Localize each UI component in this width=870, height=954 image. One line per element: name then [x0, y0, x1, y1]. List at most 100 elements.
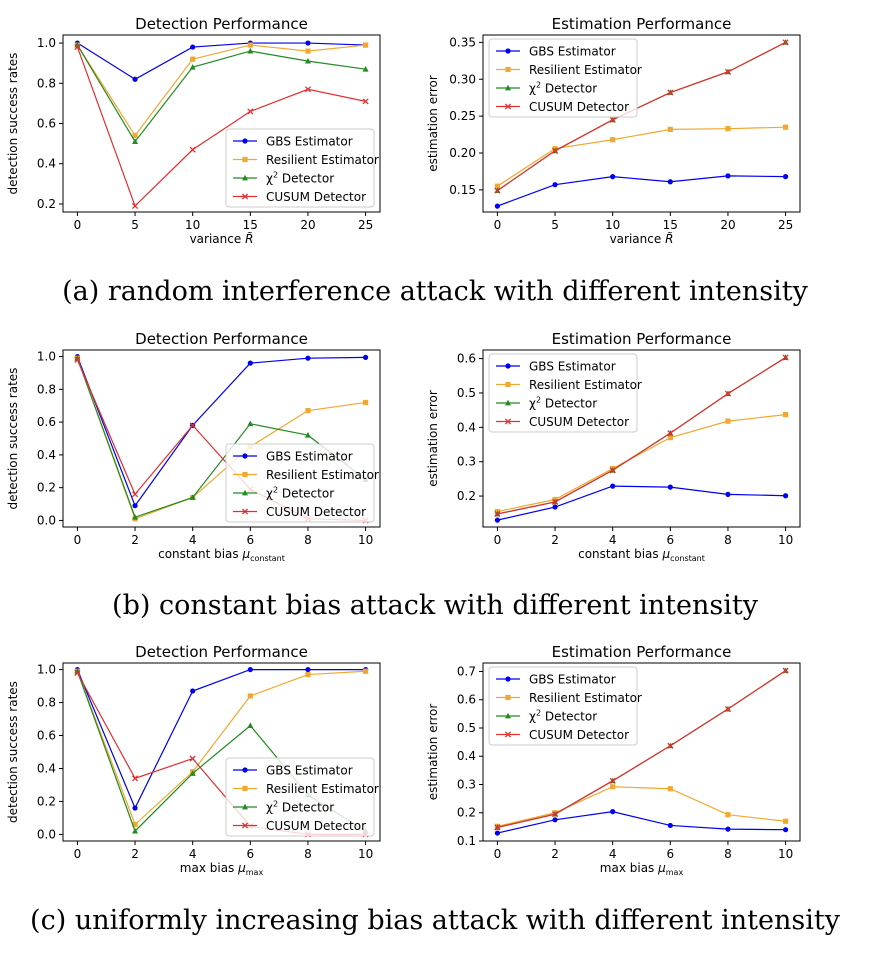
chart-title: Detection Performance: [135, 330, 308, 348]
y-tick-label: 0.6: [457, 693, 476, 707]
data-point: [782, 124, 789, 130]
data-point: [131, 202, 139, 210]
data-point: [610, 784, 616, 790]
x-tick-label: 4: [609, 533, 617, 547]
data-point: [132, 513, 139, 520]
y-tick-label: 1.0: [37, 36, 56, 50]
data-point: [667, 89, 674, 96]
data-point: [667, 742, 674, 749]
legend-entry: CUSUM Detector: [529, 728, 629, 742]
x-tick-label: 6: [246, 533, 254, 547]
legend-marker: [505, 84, 511, 91]
legend-marker: [241, 822, 249, 829]
x-tick-label: 20: [720, 218, 735, 232]
x-tick-label: 8: [724, 847, 732, 861]
series-line: [497, 126, 786, 187]
y-tick-label: 0.0: [37, 513, 56, 527]
y-tick-label: 0.4: [37, 761, 56, 775]
y-tick-label: 0.6: [37, 415, 56, 429]
series-gbs-estimator: [494, 809, 789, 836]
data-point: [247, 42, 253, 48]
legend-box: [488, 353, 638, 433]
data-point: [725, 491, 731, 497]
series-line: [497, 414, 786, 513]
y-tick-label: 0.15: [449, 183, 476, 197]
y-axis-label: estimation error: [426, 704, 440, 801]
chart-5: Detection Performance 0 2 4 6 8 10 0.0 0.2 0.4 0.6…: [6, 643, 381, 877]
chart-3: Detection Performance 0 2 4 6 8 10 0.0 0.2 0.4 0.6…: [6, 330, 381, 563]
y-tick-label: 0.8: [37, 76, 56, 90]
legend-entry: CUSUM Detector: [529, 100, 629, 114]
data-point: [725, 826, 731, 832]
y-tick-label: 0.2: [37, 481, 56, 495]
data-point: [247, 360, 253, 366]
legend-marker: [505, 66, 511, 73]
series-gbs-estimator: [494, 483, 789, 523]
x-axis-label: constant bias μconstant: [578, 547, 705, 563]
x-tick-label: 8: [304, 533, 312, 547]
x-tick-label: 5: [131, 218, 139, 232]
data-point: [552, 182, 558, 188]
legend-marker: [505, 48, 511, 54]
data-point: [189, 422, 196, 429]
data-point: [724, 705, 732, 713]
y-tick-label: 0.5: [457, 721, 476, 735]
x-axis-label: max bias μmax: [600, 861, 684, 877]
legend: GBS Estimator Resilient Estimator χ2 Detec…: [225, 128, 379, 208]
data-point: [667, 822, 673, 829]
data-point: [667, 179, 673, 185]
data-point: [74, 669, 81, 676]
legend-entry: CUSUM Detector: [529, 415, 629, 429]
y-tick-label: 0.8: [37, 382, 56, 396]
y-tick-label: 0.6: [457, 352, 476, 366]
series-cusum-detector: [494, 39, 789, 194]
data-point: [362, 42, 369, 48]
legend-marker: [242, 156, 248, 163]
data-point: [304, 432, 311, 438]
data-point: [132, 138, 139, 145]
data-point: [132, 821, 138, 828]
y-tick-label: 0.8: [37, 696, 56, 710]
data-point: [304, 86, 312, 93]
x-axis-label: variance R̃: [190, 232, 254, 246]
legend-marker: [242, 785, 248, 792]
plot-frame: [482, 662, 801, 842]
legend-box: [225, 443, 375, 523]
x-tick-label: 10: [185, 218, 200, 232]
y-tick-label: 0.2: [457, 806, 476, 820]
caption-b: (b) constant bias attack with different …: [112, 590, 758, 621]
data-point: [74, 356, 81, 363]
data-point: [189, 770, 196, 776]
legend-entry: GBS Estimator: [529, 673, 616, 687]
data-point: [667, 126, 673, 132]
legend-marker: [241, 508, 249, 515]
data-point: [667, 430, 674, 437]
legend-entry: Resilient Estimator: [266, 782, 379, 796]
series-line: [76, 356, 366, 507]
x-axis-label: constant bias μconstant: [158, 547, 285, 563]
legend-entry: χ2 Detector: [266, 800, 334, 815]
x-tick-label: 10: [358, 847, 373, 861]
data-point: [725, 812, 731, 818]
legend-entry: χ2 Detector: [266, 171, 334, 186]
x-tick-label: 25: [778, 218, 793, 232]
y-tick-label: 0.2: [37, 794, 56, 808]
legend-entry: CUSUM Detector: [266, 505, 366, 519]
y-tick-label: 0.4: [457, 420, 476, 434]
legend-entry: Resilient Estimator: [529, 691, 642, 705]
series-resilient-estimator: [494, 784, 789, 829]
legend-marker: [504, 103, 512, 110]
legend-entry: CUSUM Detector: [266, 819, 366, 833]
data-point: [132, 76, 138, 82]
chart-title: Detection Performance: [135, 643, 308, 661]
data-point: [74, 44, 81, 51]
legend-box: [488, 38, 638, 118]
data-point: [131, 491, 139, 498]
legend-marker: [505, 399, 511, 406]
x-tick-label: 8: [304, 847, 312, 861]
x-tick-label: 4: [609, 847, 617, 861]
series-cusum-detector: [494, 354, 789, 517]
legend-marker: [242, 138, 248, 144]
data-point: [609, 467, 616, 474]
y-tick-label: 0.5: [457, 386, 476, 400]
